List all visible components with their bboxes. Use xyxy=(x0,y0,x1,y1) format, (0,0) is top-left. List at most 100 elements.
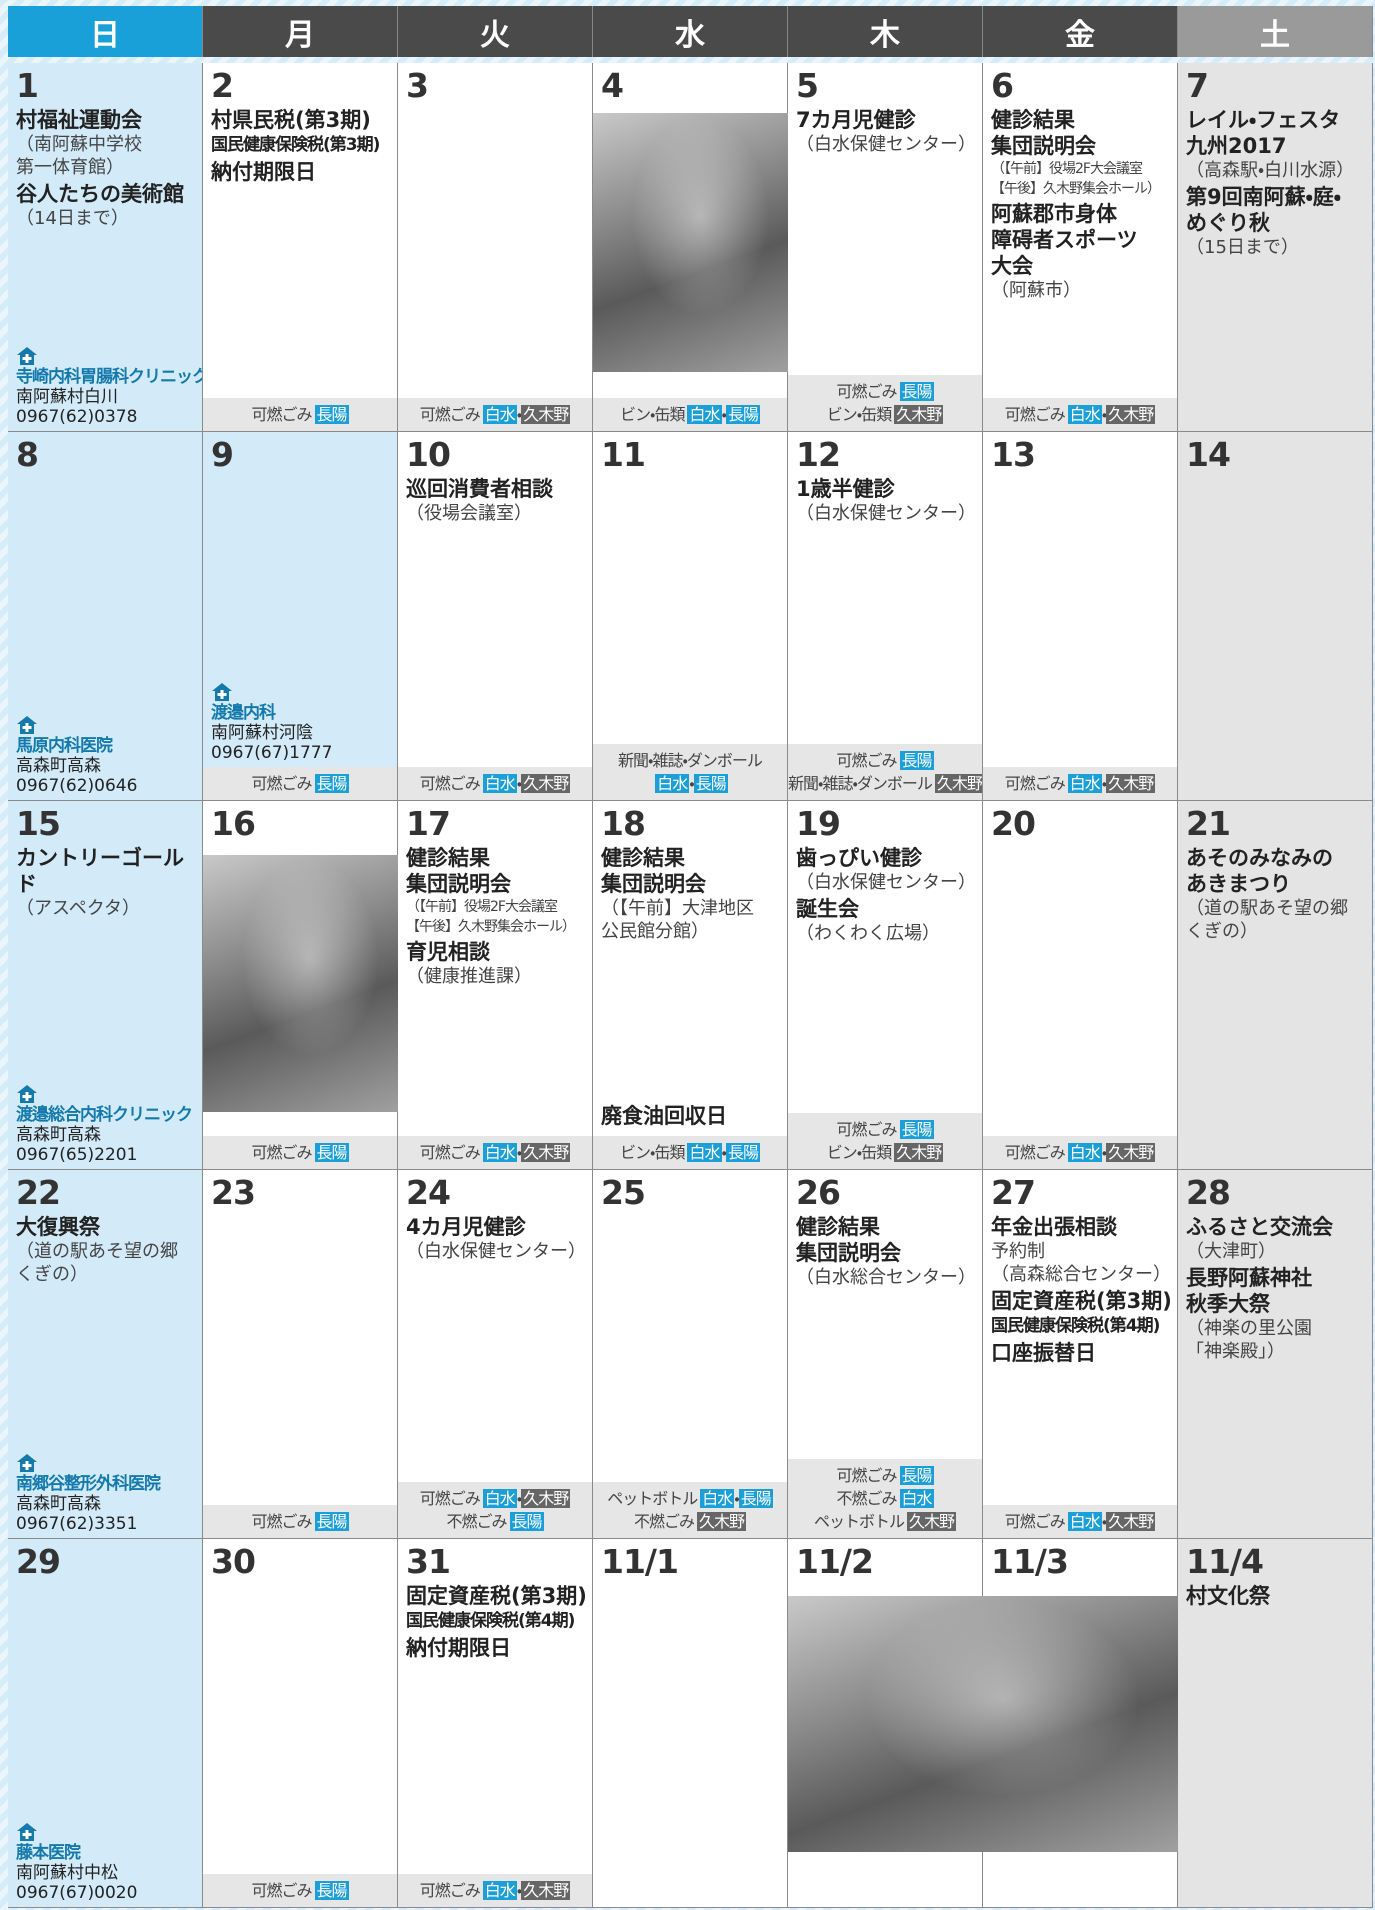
spacer xyxy=(398,988,592,1136)
weekday: 水 xyxy=(593,6,788,57)
date: 10 xyxy=(406,435,451,474)
garbage-line: 可燃ごみ 白水・久木野 xyxy=(398,1487,592,1510)
event: （白水総合センター） xyxy=(796,1267,976,1288)
clinic-phone: 0967(62)3351 xyxy=(16,1514,138,1534)
area-tag: 白水 xyxy=(687,405,722,424)
date: 6 xyxy=(991,66,1014,105)
garbage-line: 不燃ごみ 久木野 xyxy=(593,1510,787,1533)
event: 誕生会 xyxy=(796,897,859,921)
date: 17 xyxy=(406,804,451,843)
clinic-phone: 0967(62)0646 xyxy=(16,776,138,796)
event: 村文化祭 xyxy=(1186,1584,1270,1608)
garbage-line: 可燃ごみ 長陽 xyxy=(203,772,397,795)
area-tag: 白水 xyxy=(655,774,690,793)
date: 3 xyxy=(406,66,429,105)
date: 19 xyxy=(796,804,841,843)
garbage-line: 新聞・雑誌・ダンボール xyxy=(593,749,787,772)
area-tag: 久木野 xyxy=(521,1881,571,1900)
spacer xyxy=(1178,1363,1372,1538)
weekday-header: 日月火水木金土 xyxy=(8,6,1373,57)
area-tag: 久木野 xyxy=(1106,405,1156,424)
spacer xyxy=(788,1289,982,1459)
area-tag: 長陽 xyxy=(738,1489,773,1508)
event: 健診結果 集団説明会 xyxy=(991,108,1096,158)
day-cell: 30 可燃ごみ 長陽 xyxy=(203,1539,398,1908)
spacer xyxy=(593,1581,787,1907)
garbage-type: 不燃ごみ xyxy=(633,1512,695,1531)
event: 阿蘇郡市身体 障碍者スポーツ 大会 xyxy=(991,202,1138,278)
event: レイル・フェスタ 九州2017 xyxy=(1186,108,1341,158)
weekday: 木 xyxy=(788,6,983,57)
photo xyxy=(788,1596,1178,1852)
event: （【午前】役場2F大会議室 【午後】久木野集会ホール） xyxy=(991,161,1161,197)
garbage-type: 可燃ごみ xyxy=(419,774,481,793)
day-cell: 12 1歳半健診 （白水保健センター） 可燃ごみ 長陽 新聞・雑誌・ダンボール 久木野 xyxy=(788,432,983,801)
garbage-line: ビン・缶類 久木野 xyxy=(788,1141,982,1164)
day-cell: 7 レイル・フェスタ 九州2017 （高森駅・白川水源） 第9回南阿蘇・庭・ めぐり秋… xyxy=(1178,63,1373,432)
garbage: 可燃ごみ 長陽 xyxy=(203,1874,397,1907)
clinic-phone: 0967(62)0378 xyxy=(16,407,138,427)
spacer xyxy=(398,1661,592,1874)
event: （阿蘇市） xyxy=(991,280,1081,301)
event: 村県民税(第3期) xyxy=(211,108,371,132)
area-tag: 白水 xyxy=(1067,1143,1102,1162)
separator: ・ xyxy=(1101,1512,1108,1531)
separator: ・ xyxy=(516,1881,523,1900)
event: 巡回消費者相談 xyxy=(406,477,553,501)
separator: ・ xyxy=(734,1489,740,1508)
spacer xyxy=(203,185,397,398)
area-tag: 長陽 xyxy=(899,382,934,401)
date: 26 xyxy=(796,1173,841,1212)
event: 年金出張相談 xyxy=(991,1215,1117,1239)
date: 15 xyxy=(16,804,61,843)
garbage-type: 不燃ごみ xyxy=(446,1512,507,1531)
area-tag: 長陽 xyxy=(314,774,349,793)
clinic-phone: 0967(67)1777 xyxy=(211,743,333,763)
date: 16 xyxy=(211,804,256,843)
garbage-type: 可燃ごみ xyxy=(251,405,312,424)
area-tag: 久木野 xyxy=(521,774,571,793)
date: 13 xyxy=(991,435,1036,474)
spacer xyxy=(593,474,787,744)
event: 谷人たちの美術館 xyxy=(16,182,184,206)
area-tag: 久木野 xyxy=(521,1143,571,1162)
photo xyxy=(203,855,398,1112)
date: 31 xyxy=(406,1542,451,1581)
day-cell: 27 年金出張相談 予約制 （高森総合センター） 固定資産税(第3期) 国民健康保険税(… xyxy=(983,1170,1178,1539)
garbage-type: ペットボトル xyxy=(813,1512,905,1531)
weekday: 金 xyxy=(983,6,1178,57)
event: （役場会議室） xyxy=(406,503,532,524)
garbage-line: 可燃ごみ 長陽 xyxy=(788,380,982,403)
event: （大津町） xyxy=(1186,1241,1276,1262)
day-cell: 10 巡回消費者相談 （役場会議室） 可燃ごみ 白水・久木野 xyxy=(398,432,593,801)
garbage-type: 可燃ごみ xyxy=(251,1881,312,1900)
spacer xyxy=(788,156,982,375)
spacer xyxy=(1178,1609,1372,1907)
garbage: 可燃ごみ 白水・久木野 不燃ごみ 長陽 xyxy=(398,1482,592,1538)
clinic-name: 藤本医院 xyxy=(16,1843,81,1863)
garbage: 可燃ごみ 白水・久木野 xyxy=(983,1136,1177,1169)
garbage: ビン・缶類 白水・長陽 xyxy=(593,398,787,431)
area-tag: 白水 xyxy=(482,1489,517,1508)
event: （白水保健センター） xyxy=(796,872,976,893)
clinic-name: 馬原内科医院 xyxy=(16,736,113,756)
spacer xyxy=(398,105,592,398)
date: 30 xyxy=(211,1542,256,1581)
date: 12 xyxy=(796,435,841,474)
garbage-line: 可燃ごみ 白水・久木野 xyxy=(398,403,592,426)
event: 予約制 （高森総合センター） xyxy=(991,1241,1171,1285)
photo xyxy=(593,113,788,372)
garbage: 可燃ごみ 長陽 xyxy=(203,1505,397,1538)
event: 歯っぴい健診 xyxy=(796,846,922,870)
area-tag: 久木野 xyxy=(894,405,944,424)
area-tag: 白水 xyxy=(1067,774,1102,793)
garbage-type: 可燃ごみ xyxy=(836,1466,897,1485)
day-cell: 3 可燃ごみ 白水・久木野 xyxy=(398,63,593,432)
garbage-type: 可燃ごみ xyxy=(1004,405,1066,424)
area-tag: 長陽 xyxy=(899,751,934,770)
garbage-line: 可燃ごみ 白水・久木野 xyxy=(398,772,592,795)
day-cell: 9 渡邉内科 南阿蘇村河陰 0967(67)1777 可燃ごみ 長陽 xyxy=(203,432,398,801)
garbage: 可燃ごみ 長陽 新聞・雑誌・ダンボール 久木野 xyxy=(788,744,982,800)
clinic: 南郷谷整形外科医院 高森町高森 0967(62)3351 xyxy=(8,1453,202,1538)
